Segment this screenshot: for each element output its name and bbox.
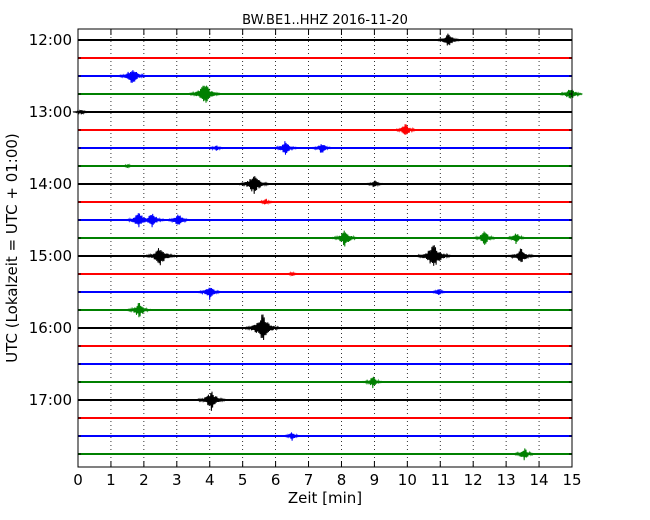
- seismic-event: [197, 287, 223, 300]
- y-tick-label: 15:00: [29, 247, 72, 265]
- plot-frame: [77, 28, 573, 468]
- x-tick-label: 12: [464, 471, 483, 489]
- x-axis-label: Zeit [min]: [288, 489, 362, 507]
- trace-row: [78, 271, 572, 277]
- seismic-event: [284, 271, 301, 277]
- trace-row: [78, 141, 572, 155]
- seismic-event: [273, 141, 298, 155]
- seismic-event: [166, 214, 191, 225]
- x-tick-label: 3: [172, 471, 182, 489]
- trace-row: [78, 287, 572, 300]
- seismic-event: [238, 176, 270, 194]
- trace-row: [78, 70, 572, 83]
- trace-row: [78, 33, 572, 46]
- x-tick-label: 7: [304, 471, 314, 489]
- chart-title: BW.BE1..HHZ 2016-11-20: [242, 13, 408, 28]
- y-tick-label: 17:00: [29, 391, 72, 409]
- axis-ticks: 0 1 2 3 4 5 6 7 8 9 10 11 12 13 14 1512:0013:0014:0015:…: [29, 29, 582, 489]
- seismic-event: [331, 230, 359, 247]
- x-tick-label: 14: [530, 471, 549, 489]
- seismic-event: [72, 109, 90, 115]
- trace-row: [78, 198, 572, 206]
- seismic-event: [125, 302, 152, 318]
- y-axis-label: UTC (Lokalzeit = UTC + 01:00): [3, 133, 21, 363]
- y-tick-label: 14:00: [29, 175, 72, 193]
- trace-row: [78, 391, 572, 411]
- x-tick-label: 9: [370, 471, 380, 489]
- seismic-event: [118, 70, 147, 83]
- trace-row: [78, 124, 572, 135]
- trace-row: [72, 109, 572, 115]
- seismic-event: [256, 198, 275, 206]
- x-tick-label: 2: [139, 471, 149, 489]
- seismic-event: [361, 376, 384, 389]
- seismic-event: [188, 85, 221, 103]
- x-tick-label: 13: [497, 471, 516, 489]
- x-tick-label: 10: [398, 471, 417, 489]
- seismic-event: [196, 391, 227, 411]
- trace-row: [78, 230, 572, 247]
- trace-row: [78, 376, 572, 389]
- trace-row: [78, 213, 572, 228]
- seismic-event: [282, 432, 302, 441]
- seismic-event: [310, 144, 333, 153]
- seismic-event: [416, 245, 451, 266]
- seismic-event: [139, 213, 166, 228]
- trace-row: [78, 176, 572, 194]
- x-tick-label: 1: [106, 471, 116, 489]
- x-tick-label: 15: [562, 471, 581, 489]
- x-tick-label: 8: [337, 471, 347, 489]
- x-tick-label: 11: [431, 471, 450, 489]
- trace-row: [78, 448, 572, 461]
- seismic-event: [507, 248, 535, 263]
- y-tick-label: 16:00: [29, 319, 72, 337]
- seismic-traces: [72, 33, 583, 461]
- trace-row: [78, 302, 572, 318]
- x-tick-label: 6: [271, 471, 281, 489]
- seismic-event: [244, 314, 281, 341]
- y-tick-label: 12:00: [29, 31, 72, 49]
- y-tick-label: 13:00: [29, 103, 72, 121]
- x-tick-label: 5: [238, 471, 248, 489]
- trace-row: [78, 432, 572, 441]
- seismic-event: [436, 33, 461, 46]
- trace-row: [78, 245, 572, 266]
- seismic-event: [119, 163, 136, 169]
- trace-row: [78, 85, 583, 103]
- seismic-event: [472, 231, 498, 245]
- seismic-event: [512, 448, 536, 461]
- seismic-event: [558, 89, 583, 99]
- trace-row: [78, 163, 572, 169]
- trace-row: [78, 314, 572, 341]
- seismic-event: [144, 248, 176, 266]
- seismic-event: [429, 289, 448, 295]
- seismic-event: [504, 233, 528, 245]
- seismic-event: [207, 145, 226, 151]
- seismic-event: [394, 124, 418, 135]
- x-tick-label: 4: [205, 471, 215, 489]
- seismic-event: [364, 180, 385, 188]
- x-tick-label: 0: [73, 471, 83, 489]
